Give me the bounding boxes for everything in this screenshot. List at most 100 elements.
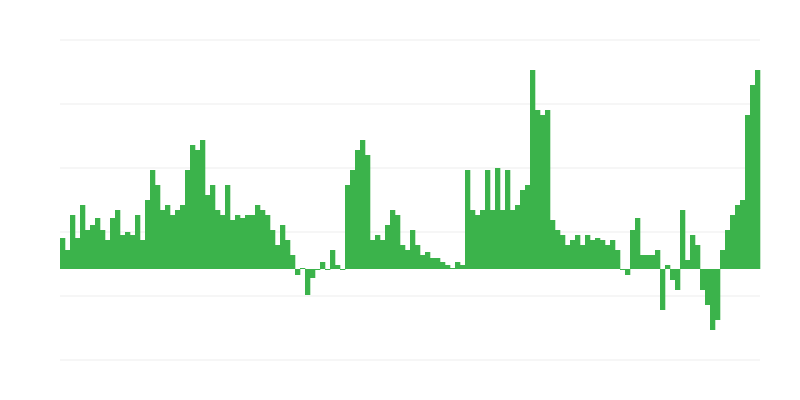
bar <box>605 245 611 269</box>
bar <box>540 115 546 269</box>
bar <box>745 115 751 269</box>
bar <box>300 268 306 269</box>
bar <box>510 210 516 269</box>
bar <box>405 250 411 269</box>
bar <box>110 218 116 269</box>
bar <box>320 262 326 269</box>
bar <box>335 265 341 269</box>
bar <box>440 262 446 269</box>
bar <box>620 269 626 270</box>
bar <box>325 269 331 270</box>
bar <box>190 145 196 269</box>
bar <box>415 245 421 269</box>
bar <box>685 260 691 269</box>
bar <box>200 140 206 269</box>
bar <box>750 85 756 269</box>
bar <box>350 170 356 269</box>
bar <box>665 265 671 269</box>
bar <box>655 250 661 269</box>
bar <box>435 258 441 269</box>
bar <box>185 170 191 269</box>
bar <box>310 269 316 278</box>
bar <box>265 215 271 269</box>
bar <box>275 245 281 269</box>
bar <box>245 215 251 269</box>
bar <box>645 255 651 269</box>
bar <box>75 238 81 269</box>
bar <box>740 200 746 269</box>
bar <box>100 230 106 269</box>
bar <box>560 235 566 269</box>
bar <box>400 245 406 269</box>
bar <box>80 205 86 269</box>
bar <box>360 140 366 269</box>
bar <box>445 265 451 269</box>
bar <box>570 240 576 269</box>
bar <box>420 255 426 269</box>
bar <box>710 269 716 330</box>
bar <box>135 215 141 269</box>
bar <box>735 205 741 269</box>
bar <box>70 215 76 269</box>
bar <box>365 155 371 269</box>
bar <box>625 269 631 275</box>
bar <box>225 185 231 269</box>
bar <box>60 238 66 269</box>
bar <box>195 150 201 269</box>
bar <box>465 170 471 269</box>
bar <box>575 235 581 269</box>
bar <box>280 225 286 269</box>
bar <box>150 170 156 269</box>
bar <box>370 240 376 269</box>
bar <box>470 210 476 269</box>
bar <box>260 210 266 269</box>
bar <box>630 230 636 269</box>
bar <box>105 240 111 269</box>
bar <box>315 269 321 270</box>
bar <box>430 258 436 269</box>
bar <box>515 205 521 269</box>
bar <box>215 210 221 269</box>
bar <box>640 255 646 269</box>
bar <box>305 269 311 295</box>
bar <box>165 205 171 269</box>
bar <box>270 230 276 269</box>
bar <box>340 269 346 270</box>
bar <box>330 250 336 269</box>
bar <box>65 250 71 269</box>
bar <box>410 230 416 269</box>
bar <box>345 185 351 269</box>
bar <box>680 210 686 269</box>
bar <box>675 269 681 290</box>
bar <box>755 70 761 269</box>
bar <box>145 200 151 269</box>
bar <box>175 210 181 269</box>
bar <box>500 210 506 269</box>
bar <box>715 269 721 320</box>
bar <box>250 215 256 269</box>
bar <box>235 215 241 269</box>
bar <box>550 220 556 269</box>
bar <box>210 185 216 269</box>
bar <box>670 269 676 280</box>
bar <box>525 185 531 269</box>
bar <box>705 269 711 305</box>
bar <box>730 215 736 269</box>
bar <box>290 255 296 269</box>
bar <box>125 232 131 269</box>
bar <box>120 235 126 269</box>
bar <box>600 240 606 269</box>
bar <box>495 168 501 269</box>
bar <box>475 215 481 269</box>
bar <box>285 240 291 269</box>
bar <box>530 70 536 269</box>
bar <box>555 230 561 269</box>
bar <box>505 170 511 269</box>
bar <box>230 220 236 269</box>
bar <box>720 250 726 269</box>
bar <box>355 150 361 269</box>
bar <box>595 238 601 269</box>
bar <box>180 205 186 269</box>
bar <box>610 240 616 269</box>
